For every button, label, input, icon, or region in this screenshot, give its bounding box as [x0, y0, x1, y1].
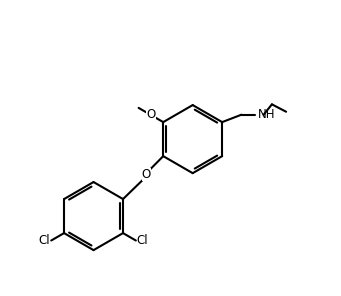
Text: O: O [146, 109, 155, 121]
Text: O: O [142, 168, 151, 181]
Text: Cl: Cl [39, 234, 50, 247]
Text: NH: NH [258, 108, 275, 121]
Text: Cl: Cl [137, 234, 148, 247]
